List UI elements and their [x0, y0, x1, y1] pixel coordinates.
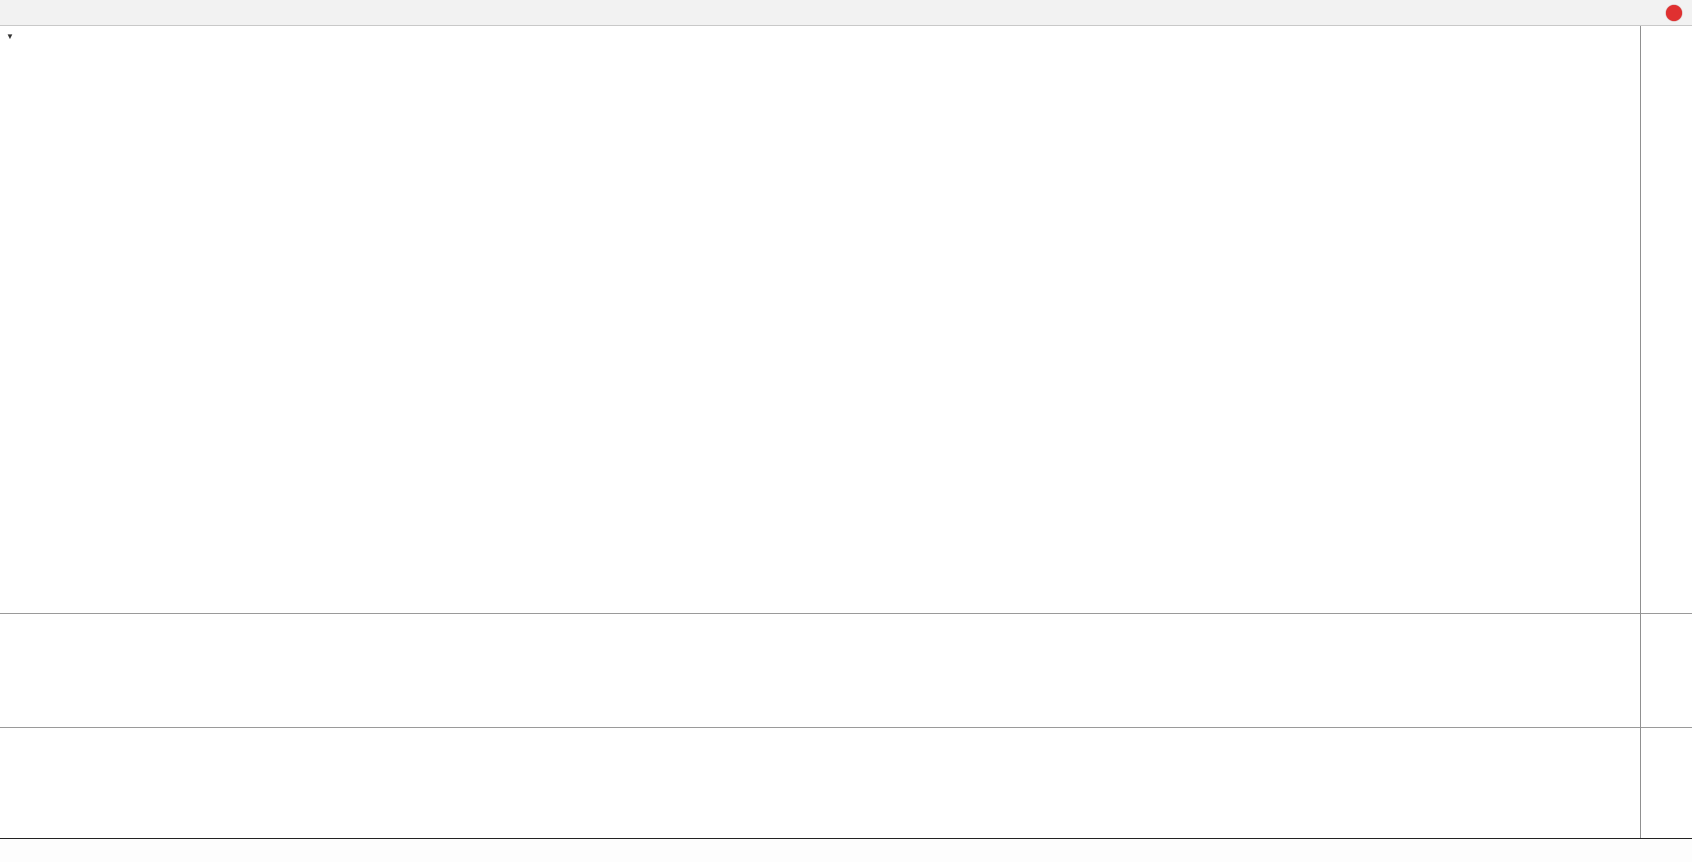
macd-pane[interactable] [0, 614, 1640, 727]
rsi-indicator-label [5, 731, 17, 742]
search-button[interactable] [1628, 1, 1658, 25]
chart-symbol-label: ▼ [6, 30, 25, 42]
chart-area[interactable]: ▼ [0, 26, 1692, 862]
price-axis-border [1640, 26, 1641, 838]
main-chart[interactable] [0, 26, 1640, 613]
time-axis[interactable] [0, 839, 1692, 862]
macd-indicator-label [5, 617, 23, 628]
symbol-dropdown-icon[interactable]: ▼ [6, 32, 14, 41]
toolbar-right [1628, 1, 1688, 25]
notification-badge[interactable] [1666, 4, 1682, 21]
toolbar [0, 0, 1692, 26]
time-axis-border [0, 838, 1692, 839]
pane-divider[interactable] [0, 613, 1692, 614]
rsi-pane[interactable] [0, 728, 1640, 838]
pane-divider[interactable] [0, 727, 1692, 728]
